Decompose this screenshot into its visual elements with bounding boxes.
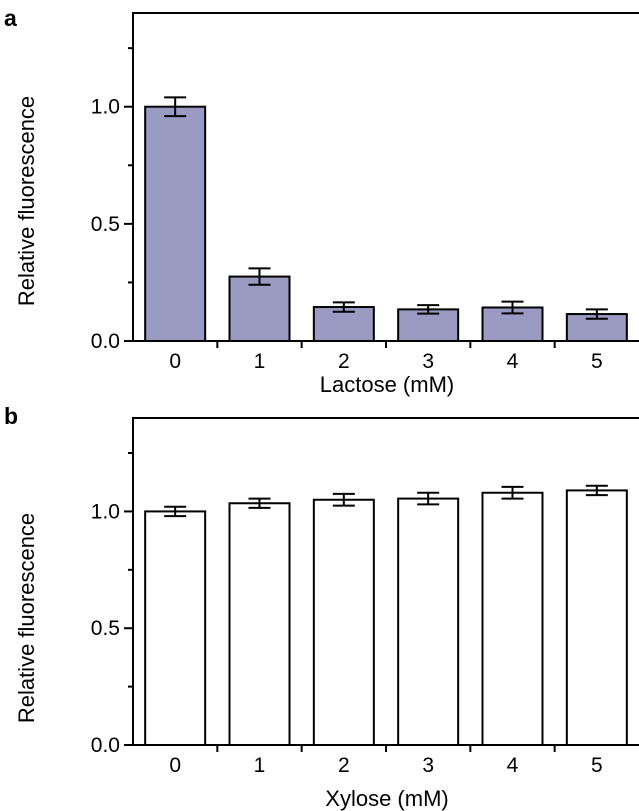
y-tick-label-a-1.0: 1.0 xyxy=(91,96,120,119)
x-tick-label-b-0: 0 xyxy=(169,754,181,777)
x-tick-label-a-5: 5 xyxy=(591,350,603,373)
error-bar-b-2 xyxy=(332,492,355,507)
bar-b-4 xyxy=(481,491,544,746)
error-bar-a-0 xyxy=(164,96,187,118)
y-tick-label-b-0.0: 0.0 xyxy=(91,734,120,757)
error-bar-b-1 xyxy=(248,497,271,509)
bar-a-0 xyxy=(144,105,207,343)
error-bar-a-1 xyxy=(248,267,271,286)
x-tick-label-b-2: 2 xyxy=(338,754,350,777)
bar-b-1 xyxy=(228,502,291,746)
x-tick-label-b-1: 1 xyxy=(254,754,266,777)
error-bar-b-0 xyxy=(164,505,187,518)
x-axis-title-b: Xylose (mM) xyxy=(325,786,448,811)
x-tick-label-b-5: 5 xyxy=(591,754,603,777)
error-bar-a-5 xyxy=(585,308,608,320)
x-tick-label-a-2: 2 xyxy=(338,350,350,373)
plot-area-a: 0 1 2 3 4 5 0.0 0.5 1.0 xyxy=(91,12,639,373)
panel-label-b: b xyxy=(4,403,18,429)
x-tick-label-b-4: 4 xyxy=(507,754,519,777)
x-tick-label-b-3: 3 xyxy=(422,754,434,777)
bar-a-1 xyxy=(228,275,291,343)
x-tick-label-a-0: 0 xyxy=(169,350,181,373)
error-bar-b-5 xyxy=(585,484,608,497)
bar-a-3 xyxy=(397,308,460,342)
panel-a: a Relative fluorescence Lactose (mM) 0 1 2… xyxy=(4,5,639,397)
panel-label-a: a xyxy=(4,5,17,31)
bar-b-3 xyxy=(397,497,460,747)
x-axis-title-a: Lactose (mM) xyxy=(320,372,454,397)
error-bar-a-2 xyxy=(332,301,355,313)
y-tick-label-a-0.5: 0.5 xyxy=(91,213,120,236)
axes-frame-b xyxy=(132,417,639,746)
bar-b-5 xyxy=(565,489,628,746)
bar-b-2 xyxy=(312,498,375,746)
y-axis-title-b: Relative fluorescence xyxy=(14,513,39,723)
x-tick-label-a-1: 1 xyxy=(254,350,266,373)
bar-b-0 xyxy=(144,510,207,746)
x-tick-label-a-4: 4 xyxy=(507,350,519,373)
y-tick-label-b-0.5: 0.5 xyxy=(91,617,120,640)
error-bar-b-3 xyxy=(417,491,440,506)
plot-area-b: 0 1 2 3 4 5 0.0 0.5 1.0 xyxy=(91,417,639,777)
y-tick-label-b-1.0: 1.0 xyxy=(91,500,120,523)
x-tick-label-a-3: 3 xyxy=(422,350,434,373)
error-bar-a-3 xyxy=(417,304,440,315)
error-bar-b-4 xyxy=(501,485,524,500)
y-tick-label-a-0.0: 0.0 xyxy=(91,330,120,353)
y-axis-title-a: Relative fluorescence xyxy=(14,96,39,306)
panel-b: b Relative fluorescence Xylose (mM) 0 1 2 3… xyxy=(4,403,639,811)
axes-frame-a xyxy=(132,12,639,342)
error-bar-a-4 xyxy=(501,300,524,315)
